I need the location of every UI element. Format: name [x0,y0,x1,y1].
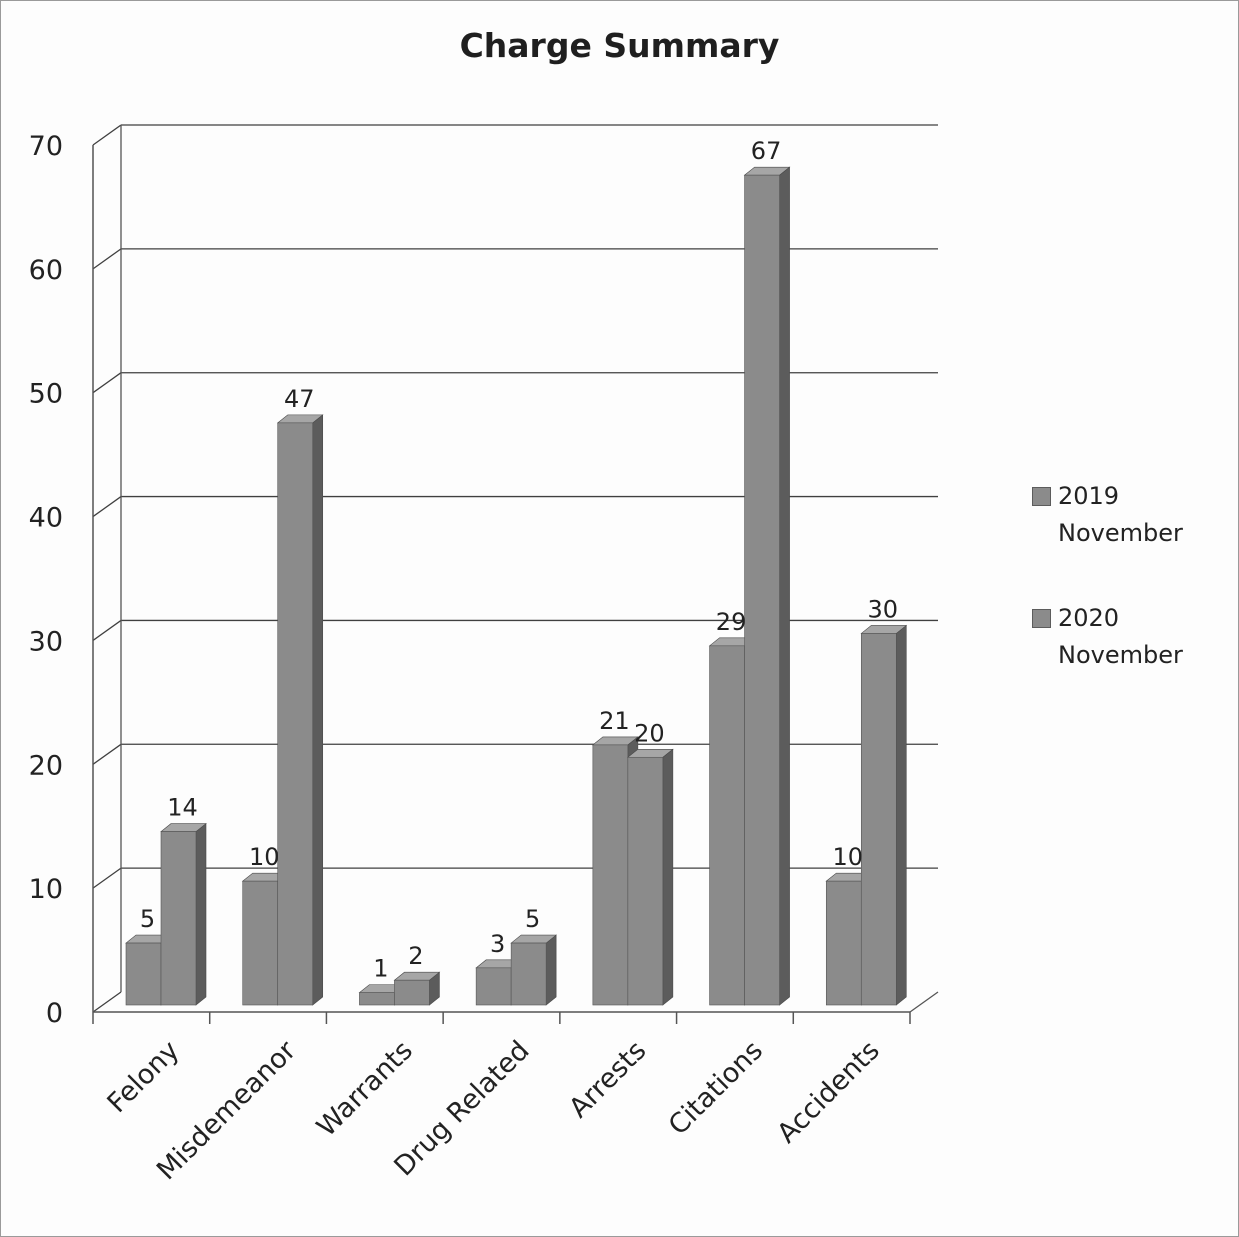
legend-item-2020: 2020 November [1030,600,1230,674]
bar-front-1-5 [744,174,780,1006]
data-label-1-6: 30 [868,595,899,623]
gridline-depth-70 [92,124,122,146]
legend-swatch-2019 [1032,487,1051,506]
data-label-1-0: 14 [167,794,198,822]
bar-front-0-5 [709,645,745,1006]
bar-side-1-5 [779,166,790,1006]
bar-front-0-2 [359,992,395,1006]
bar-front-0-4 [592,744,629,1006]
data-label-1-1: 47 [284,385,315,413]
x-category-label-5: Citations [663,1035,769,1141]
data-label-0-2: 1 [373,955,388,983]
x-category-label-6: Accidents [771,1035,885,1149]
y-tick-label-0: 0 [46,998,63,1029]
bar-front-0-1 [242,880,279,1006]
bar-side-1-4 [662,748,674,1006]
legend-label-2020-line2: November [1058,641,1183,669]
gridline-depth-20 [92,743,122,765]
legend: 2019 November 2020 November [1030,478,1230,722]
gridline-depth-40 [92,496,122,518]
gridline-depth-30 [92,619,122,641]
gridline-depth-10 [92,867,122,889]
bar-1-3 [510,934,557,1006]
gridlines [92,124,938,1013]
bar-front-1-6 [860,633,897,1006]
legend-label-2019-line1: 2019 [1058,482,1120,510]
bar-1-6 [860,624,908,1006]
bar-front-1-3 [510,942,547,1006]
floor-right-edge [909,991,939,1013]
gridline-depth-60 [92,248,122,270]
data-label-1-5: 67 [751,137,782,165]
bar-side-1-6 [895,624,907,1006]
bar-front-0-6 [825,880,862,1006]
bar-front-0-3 [475,967,512,1006]
chart-title: Charge Summary [459,26,780,65]
y-tick-label-70: 70 [29,131,63,162]
bar-1-2 [393,971,441,1006]
y-tick-label-60: 60 [29,255,63,286]
y-tick-label-50: 50 [29,379,63,410]
data-label-0-5: 29 [716,608,747,636]
y-tick-label-30: 30 [29,626,63,657]
gridline-depth-0 [92,991,122,1013]
data-label-1-2: 2 [408,942,423,970]
data-label-1-3: 5 [525,905,540,933]
data-label-0-3: 3 [490,930,505,958]
legend-label-2019-line2: November [1058,519,1183,547]
bar-front-0-0 [125,942,162,1006]
data-label-0-0: 5 [140,905,155,933]
bar-front-1-1 [277,422,314,1006]
gridline-depth-50 [92,372,122,394]
bar-front-1-0 [160,831,197,1006]
y-tick-label-10: 10 [29,874,63,905]
bar-side-1-0 [195,822,207,1006]
y-tick-label-20: 20 [29,750,63,781]
bar-1-5 [743,166,791,1006]
x-category-label-0: Felony [101,1035,185,1119]
legend-label-2020-line1: 2020 [1058,604,1120,632]
bar-side-1-3 [545,934,557,1006]
bar-1-0 [160,822,207,1006]
legend-item-2019: 2019 November [1030,478,1230,552]
bars [125,166,908,1006]
bar-side-1-1 [312,414,324,1006]
x-category-label-4: Arrests [563,1035,652,1124]
data-label-0-4: 21 [599,707,630,735]
y-tick-label-40: 40 [29,503,63,534]
data-label-0-6: 10 [833,843,864,871]
data-label-0-1: 10 [249,843,280,871]
data-label-1-4: 20 [634,719,665,747]
legend-swatch-2020 [1032,609,1051,628]
x-category-label-2: Warrants [311,1035,419,1143]
bar-1-4 [627,748,674,1006]
bar-1-1 [276,414,324,1006]
bar-front-1-2 [394,979,430,1006]
bar-front-1-4 [627,756,664,1006]
